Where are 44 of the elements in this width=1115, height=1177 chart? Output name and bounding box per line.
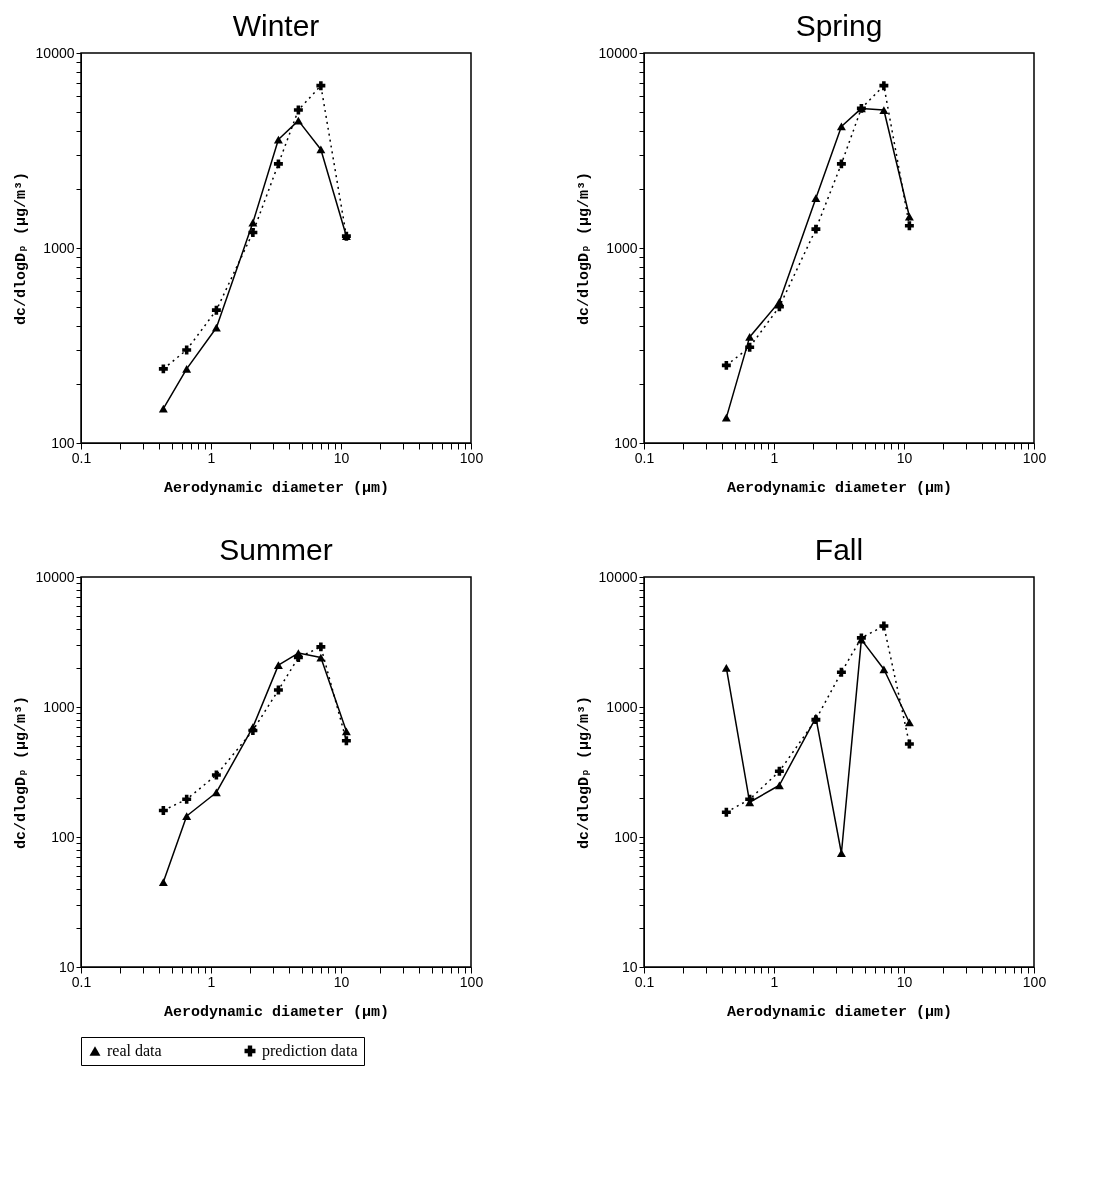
x-tick-label: 100 — [1022, 973, 1047, 990]
y-axis-title: dc/dlogDₚ (μg/m³) — [575, 171, 593, 326]
legend-label: prediction data — [262, 1042, 358, 1060]
x-tick-label: 10 — [333, 973, 350, 990]
chart-title: Winter — [232, 9, 320, 42]
x-tick-label: 1 — [770, 973, 779, 990]
x-tick-label: 10 — [896, 449, 913, 466]
y-tick-label: 10 — [621, 958, 638, 975]
y-tick-label: 1000 — [43, 698, 75, 715]
y-tick-label: 100 — [51, 828, 75, 845]
x-tick-label: 100 — [1022, 449, 1047, 466]
x-axis-title: Aerodynamic diameter (μm) — [163, 479, 390, 497]
x-axis-title: Aerodynamic diameter (μm) — [726, 1003, 953, 1021]
x-tick-label: 0.1 — [71, 449, 92, 466]
x-tick-label: 0.1 — [634, 449, 655, 466]
y-tick-label: 1000 — [606, 698, 638, 715]
y-tick-label: 10 — [58, 958, 75, 975]
y-tick-label: 10000 — [35, 44, 75, 61]
chart-title: Summer — [219, 533, 333, 566]
y-axis-title: dc/dlogDₚ (μg/m³) — [12, 695, 30, 850]
y-tick-label: 10000 — [35, 568, 75, 585]
x-tick-label: 10 — [333, 449, 350, 466]
y-tick-label: 10000 — [598, 568, 638, 585]
y-axis-title: dc/dlogDₚ (μg/m³) — [12, 171, 30, 326]
legend-label: real data — [107, 1042, 162, 1059]
chart-title: Spring — [795, 9, 883, 42]
x-tick-label: 100 — [459, 973, 484, 990]
y-tick-label: 100 — [614, 434, 638, 451]
y-tick-label: 10000 — [598, 44, 638, 61]
y-tick-label: 1000 — [606, 239, 638, 256]
x-tick-label: 0.1 — [71, 973, 92, 990]
x-tick-label: 10 — [896, 973, 913, 990]
x-axis-title: Aerodynamic diameter (μm) — [163, 1003, 390, 1021]
chart-title: Fall — [814, 533, 864, 566]
y-tick-label: 1000 — [43, 239, 75, 256]
y-tick-label: 100 — [614, 828, 638, 845]
x-axis-title: Aerodynamic diameter (μm) — [726, 479, 953, 497]
x-tick-label: 1 — [207, 973, 216, 990]
y-tick-label: 100 — [51, 434, 75, 451]
y-axis-title: dc/dlogDₚ (μg/m³) — [575, 695, 593, 850]
x-tick-label: 1 — [207, 449, 216, 466]
x-tick-label: 100 — [459, 449, 484, 466]
x-tick-label: 1 — [770, 449, 779, 466]
x-tick-label: 0.1 — [634, 973, 655, 990]
